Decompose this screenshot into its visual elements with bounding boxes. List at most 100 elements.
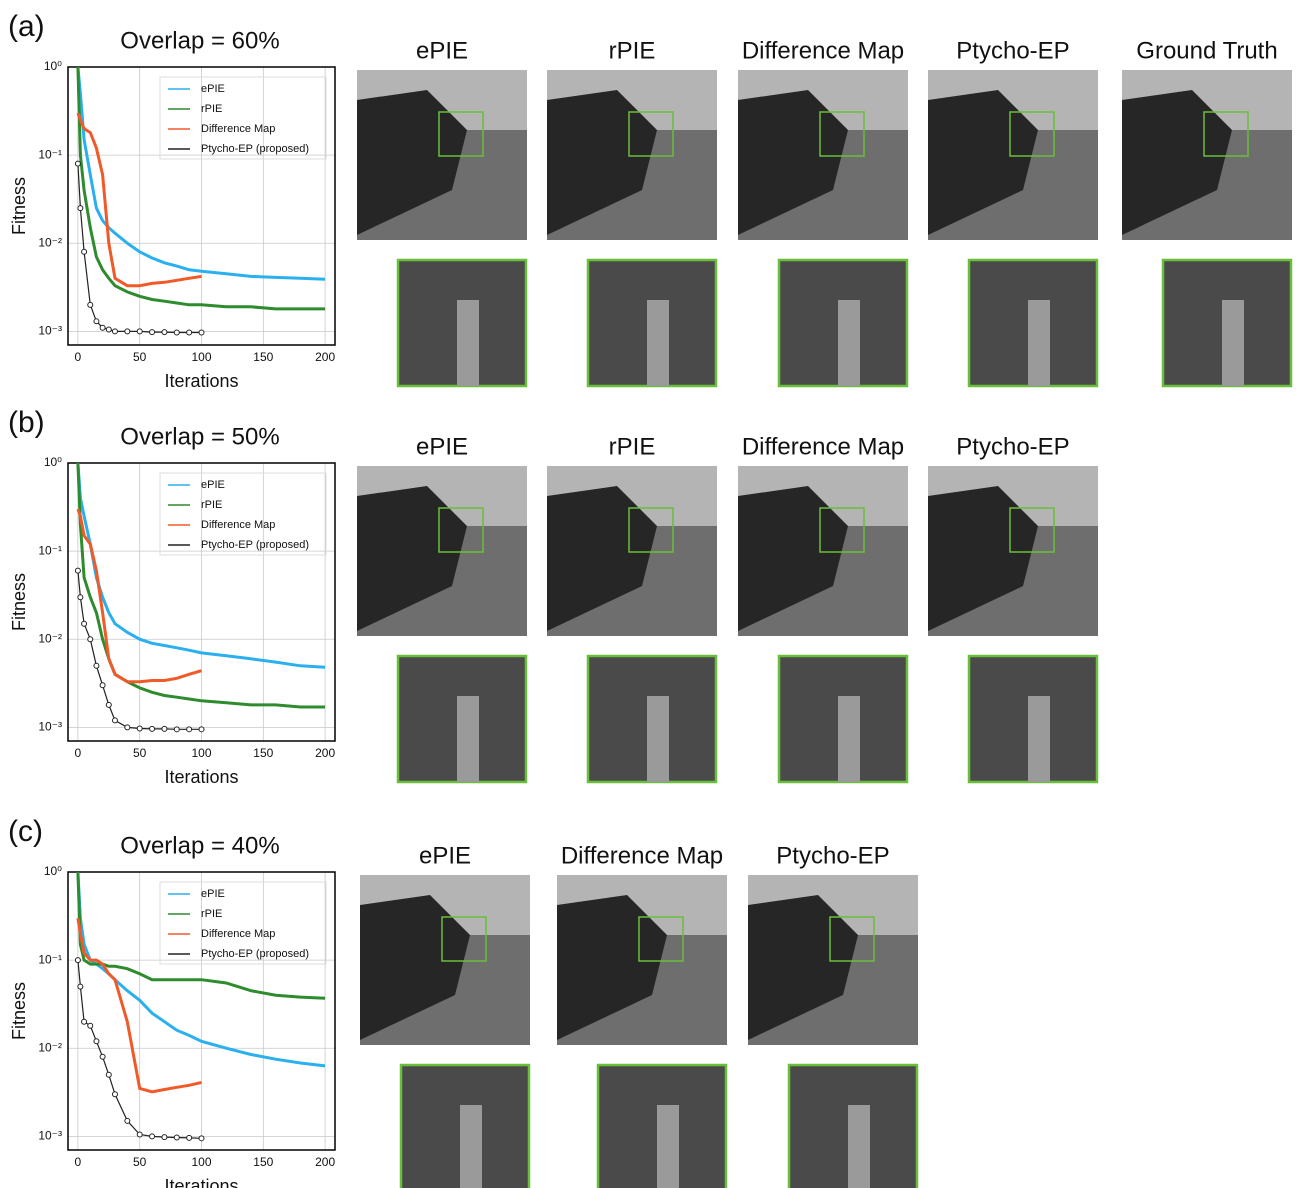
series-marker [99,1053,106,1060]
series-marker [111,717,118,724]
zoom-box [628,111,674,157]
chart-title: Overlap = 60% [120,27,279,54]
series-marker [74,957,81,964]
x-tick-label: 150 [253,746,273,760]
x-axis-label: Iterations [164,1176,238,1188]
series-marker [124,1117,131,1124]
x-tick-label: 0 [75,746,82,760]
series-marker [77,594,84,601]
y-axis-label: Fitness [9,573,29,631]
series-marker [198,329,205,336]
chart-title: Overlap = 40% [120,832,279,859]
panel-label: (b) [8,406,45,439]
series-line [76,66,326,311]
image-title: rPIE [609,433,656,460]
legend-frame [159,76,327,160]
x-tick-label: 50 [133,1155,147,1169]
x-tick-label: 100 [191,1155,211,1169]
chart-title: Overlap = 50% [120,423,279,450]
series-marker [124,328,131,335]
series-marker [81,1018,88,1025]
zoom-box [1203,111,1249,157]
series-marker [136,1131,143,1138]
x-tick-label: 200 [315,746,335,760]
x-tick-label: 200 [315,1155,335,1169]
y-tick-label: 10⁻² [38,1040,62,1054]
legend-label: ePIE [201,888,225,900]
series-line [76,462,326,709]
legend-label: Difference Map [201,928,275,940]
image-title: Difference Map [561,842,723,869]
series-marker [149,329,156,336]
series-marker [173,1134,180,1141]
series-marker [124,724,131,731]
x-tick-label: 50 [133,350,147,364]
zoom-box [438,111,484,157]
series-line [76,871,326,1000]
legend-label: Ptycho-EP (proposed) [201,143,309,155]
series-line [76,917,202,1094]
series-marker [186,329,193,336]
series-marker [81,620,88,627]
x-tick-label: 100 [191,746,211,760]
x-axis-label: Iterations [164,767,238,787]
series-marker [93,662,100,669]
zoom-detail [457,300,479,386]
zoom-detail [647,696,669,782]
y-tick-label: 10⁻¹ [38,543,62,557]
zoom-box [1009,507,1055,553]
image-title: Difference Map [742,37,904,64]
series-marker [87,301,94,308]
series-marker [161,329,168,336]
series-line [76,66,326,281]
legend-label: Difference Map [201,123,275,135]
legend-frame [159,881,327,965]
zoom-box [819,111,865,157]
legend-label: Ptycho-EP (proposed) [201,539,309,551]
series-marker [186,726,193,733]
legend-label: rPIE [201,103,222,115]
series-marker [77,205,84,212]
x-tick-label: 0 [75,1155,82,1169]
image-title: Ptycho-EP [776,842,889,869]
plot-frame [67,66,336,346]
zoom-detail [457,696,479,782]
series-marker [81,248,88,255]
series-marker [198,1135,205,1142]
zoom-box [438,507,484,553]
y-tick-label: 10⁻³ [38,1129,62,1143]
legend-frame [159,472,327,556]
series-marker [136,725,143,732]
panel-label: (a) [8,10,45,43]
y-axis-label: Fitness [9,982,29,1040]
legend-label: Ptycho-EP (proposed) [201,948,309,960]
series-line [76,508,202,684]
zoom-box [638,916,684,962]
series-line [76,112,202,288]
y-tick-label: 10⁰ [44,59,62,73]
series-marker [77,983,84,990]
series-marker [111,328,118,335]
zoom-detail [1028,300,1050,386]
series-marker [105,326,112,333]
image-title: Ptycho-EP [956,37,1069,64]
zoom-box [819,507,865,553]
y-axis-label: Fitness [9,177,29,235]
image-title: ePIE [416,433,468,460]
legend-label: Difference Map [201,519,275,531]
zoom-detail [460,1105,482,1188]
zoom-box [628,507,674,553]
series-marker [173,329,180,336]
series-marker [198,726,205,733]
image-title: ePIE [419,842,471,869]
image-title: Difference Map [742,433,904,460]
plot-frame [67,462,336,742]
zoom-detail [838,696,860,782]
series-marker [87,1022,94,1029]
series-marker [93,1038,100,1045]
y-tick-label: 10⁰ [44,864,62,878]
series-marker [173,726,180,733]
y-tick-label: 10⁻³ [38,720,62,734]
series-marker [136,328,143,335]
